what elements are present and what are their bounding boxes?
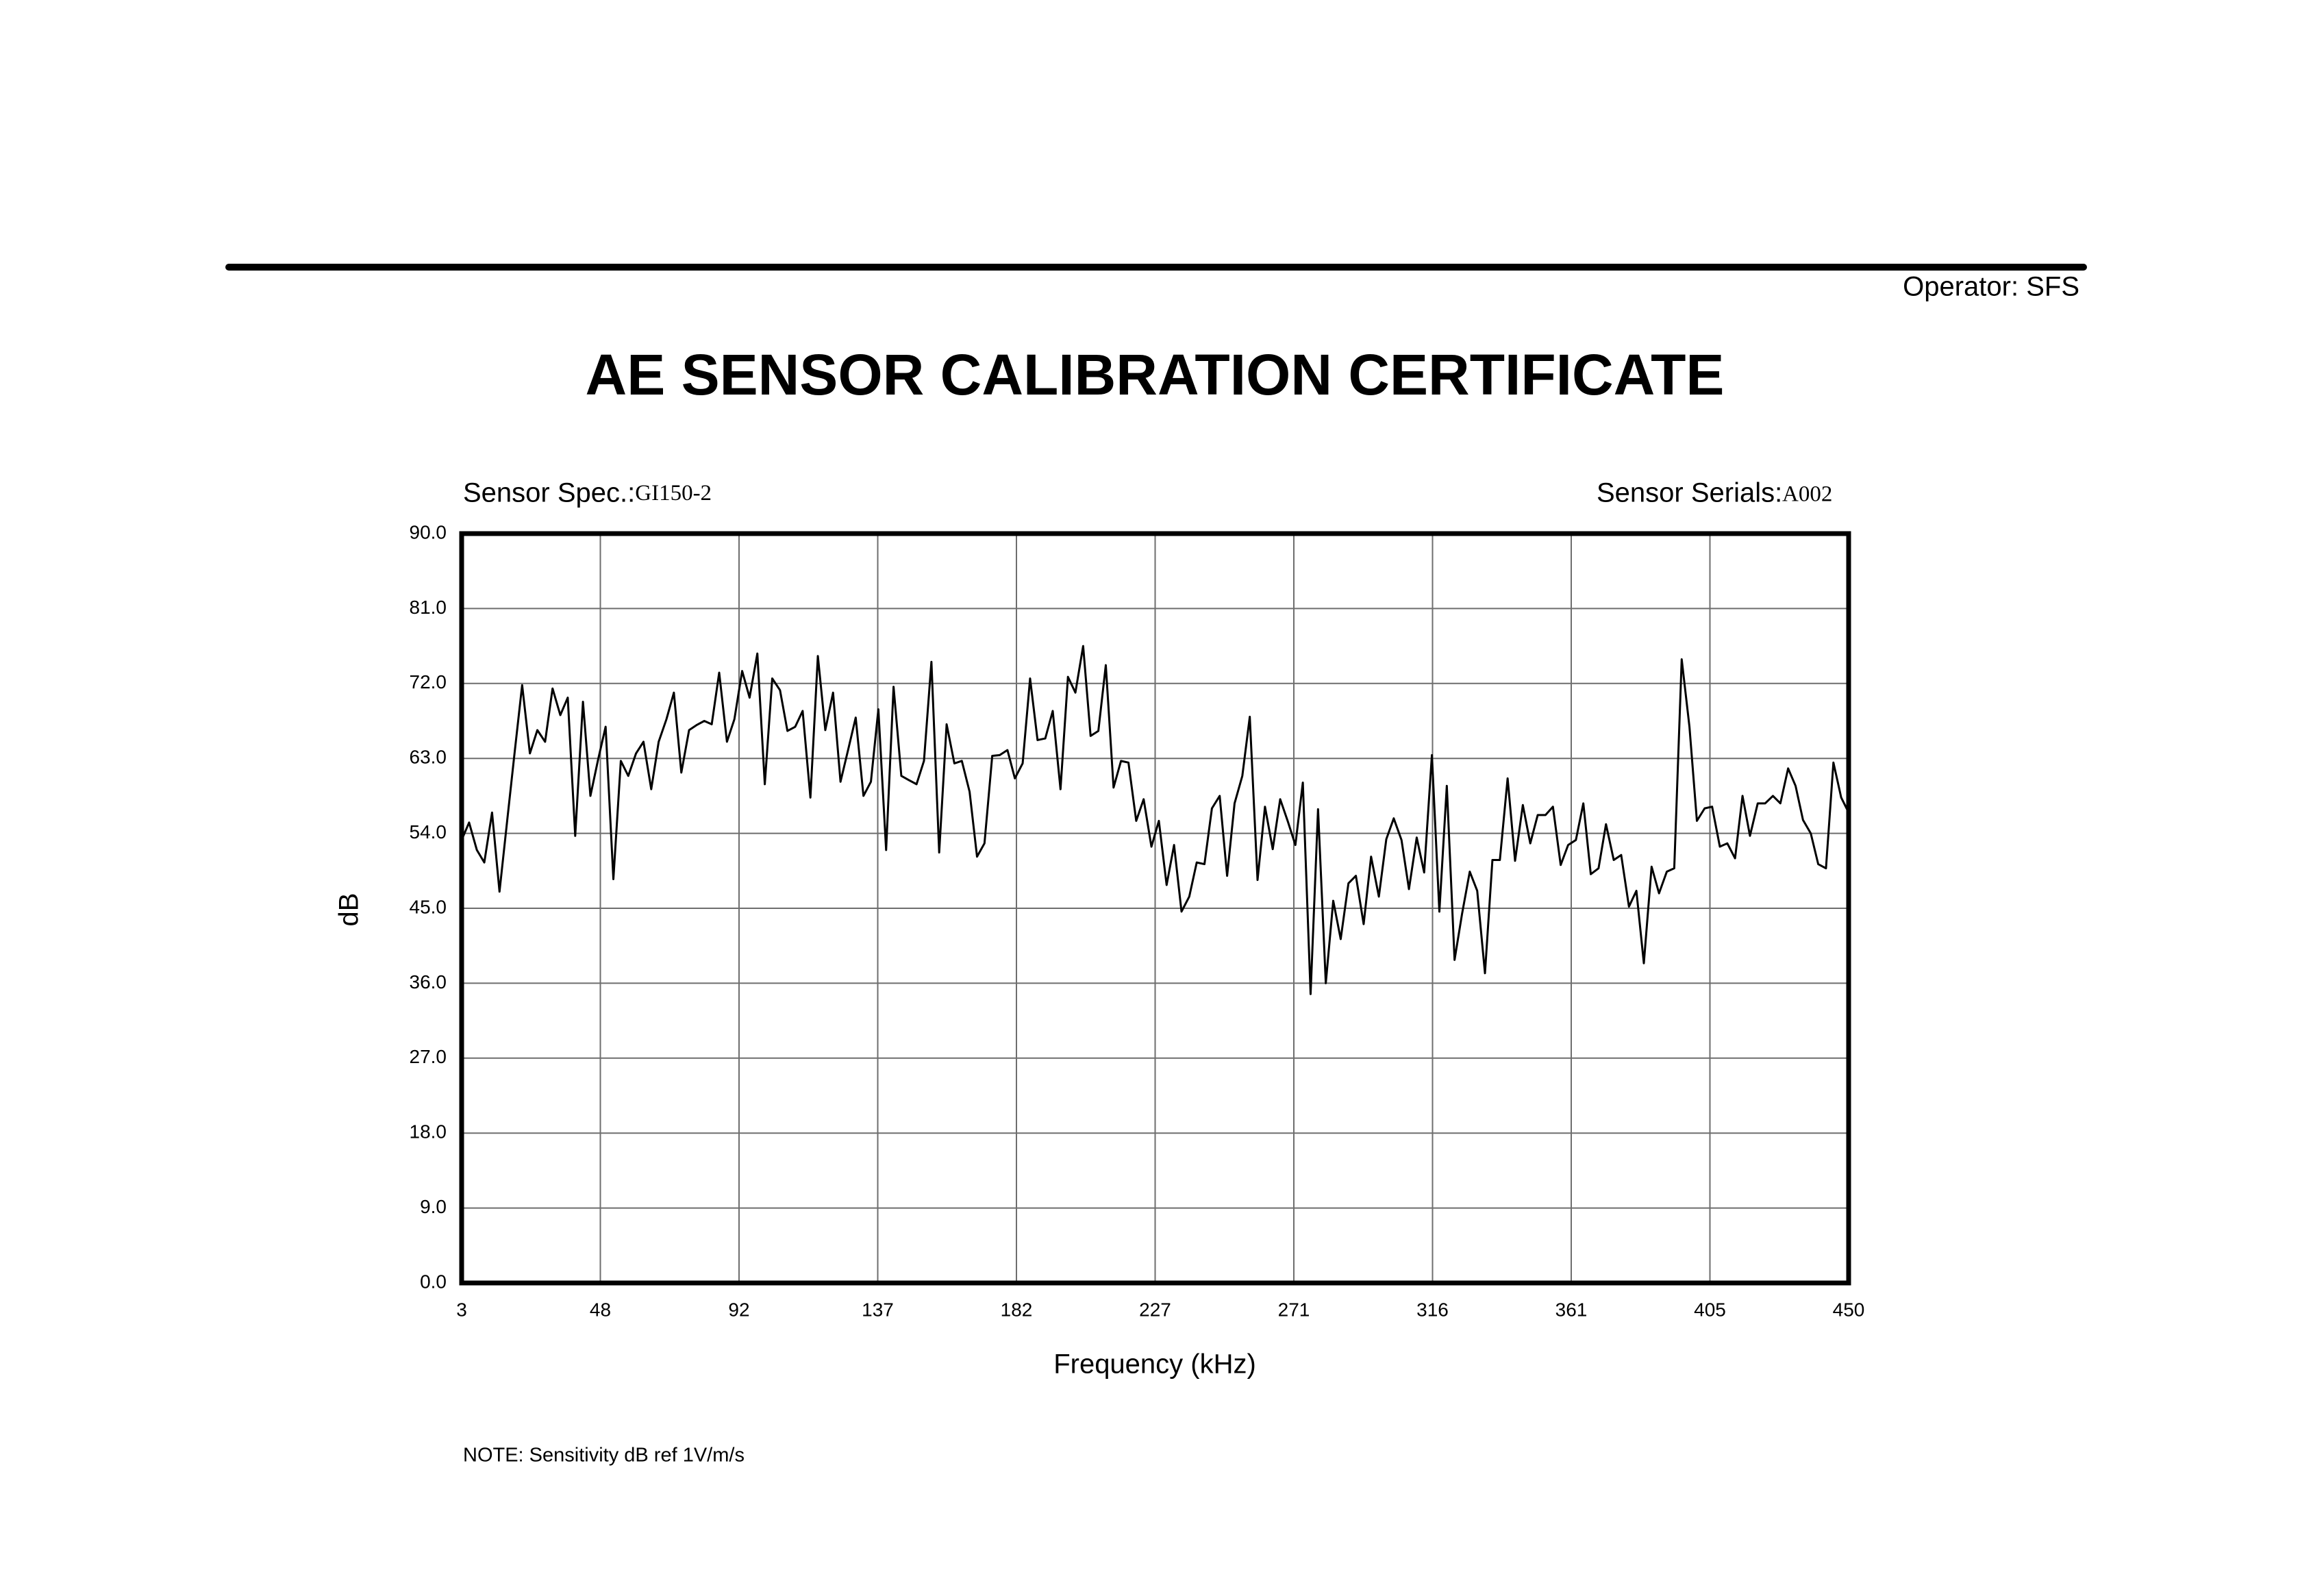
plot: 0.0 9.0 18.0 27.0 36.0 45.0 54.0 63.0 72.0 81.0 90… [410, 521, 1865, 1320]
data-line [460, 645, 1850, 995]
title: AE SENSOR CALIBRATION CERTIFICATE [586, 342, 1725, 407]
x-tick-label: 271 [1278, 1299, 1310, 1320]
y-tick-label: 72.0 [410, 671, 447, 693]
sensor-spec: GI150-2 [635, 481, 712, 506]
x-tick-label: 3 [456, 1299, 467, 1320]
y-tick-label: 9.0 [420, 1196, 447, 1217]
y-tick-label: 27.0 [410, 1046, 447, 1067]
x-tick-label: 316 [1416, 1299, 1449, 1320]
note: NOTE: Sensitivity dB ref 1V/m/s [463, 1445, 745, 1467]
x-tick-label: 48 [590, 1299, 611, 1320]
x-tick-label: 227 [1139, 1299, 1171, 1320]
sensor-serials-label: Sensor Serials: [1597, 478, 1782, 508]
y-tick-label: 54.0 [410, 821, 447, 843]
x-axis-label: Frequency (kHz) [1053, 1349, 1256, 1380]
operator: Operator: SFS [1903, 272, 2079, 302]
y-tick-label: 36.0 [410, 971, 447, 993]
x-tick-label: 361 [1555, 1299, 1588, 1320]
plot-frame [459, 531, 1851, 1286]
y-axis-label: dB [334, 893, 364, 927]
x-tick-label: 92 [728, 1299, 749, 1320]
y-tick-label: 63.0 [410, 747, 447, 768]
y-tick-label: 90.0 [410, 521, 447, 543]
x-tick-label: 182 [1001, 1299, 1033, 1320]
sensor-serials: A002 [1782, 482, 1832, 507]
x-tick-label: 405 [1694, 1299, 1726, 1320]
y-tick-label: 0.0 [420, 1271, 447, 1292]
y-tick-label: 81.0 [410, 597, 447, 618]
y-tick-label: 45.0 [410, 896, 447, 917]
x-tick-label: 450 [1833, 1299, 1865, 1320]
x-tick-label: 137 [862, 1299, 894, 1320]
sensor-spec-label: Sensor Spec.:GI150-2 [463, 478, 712, 508]
y-tick-label: 18.0 [410, 1121, 447, 1143]
